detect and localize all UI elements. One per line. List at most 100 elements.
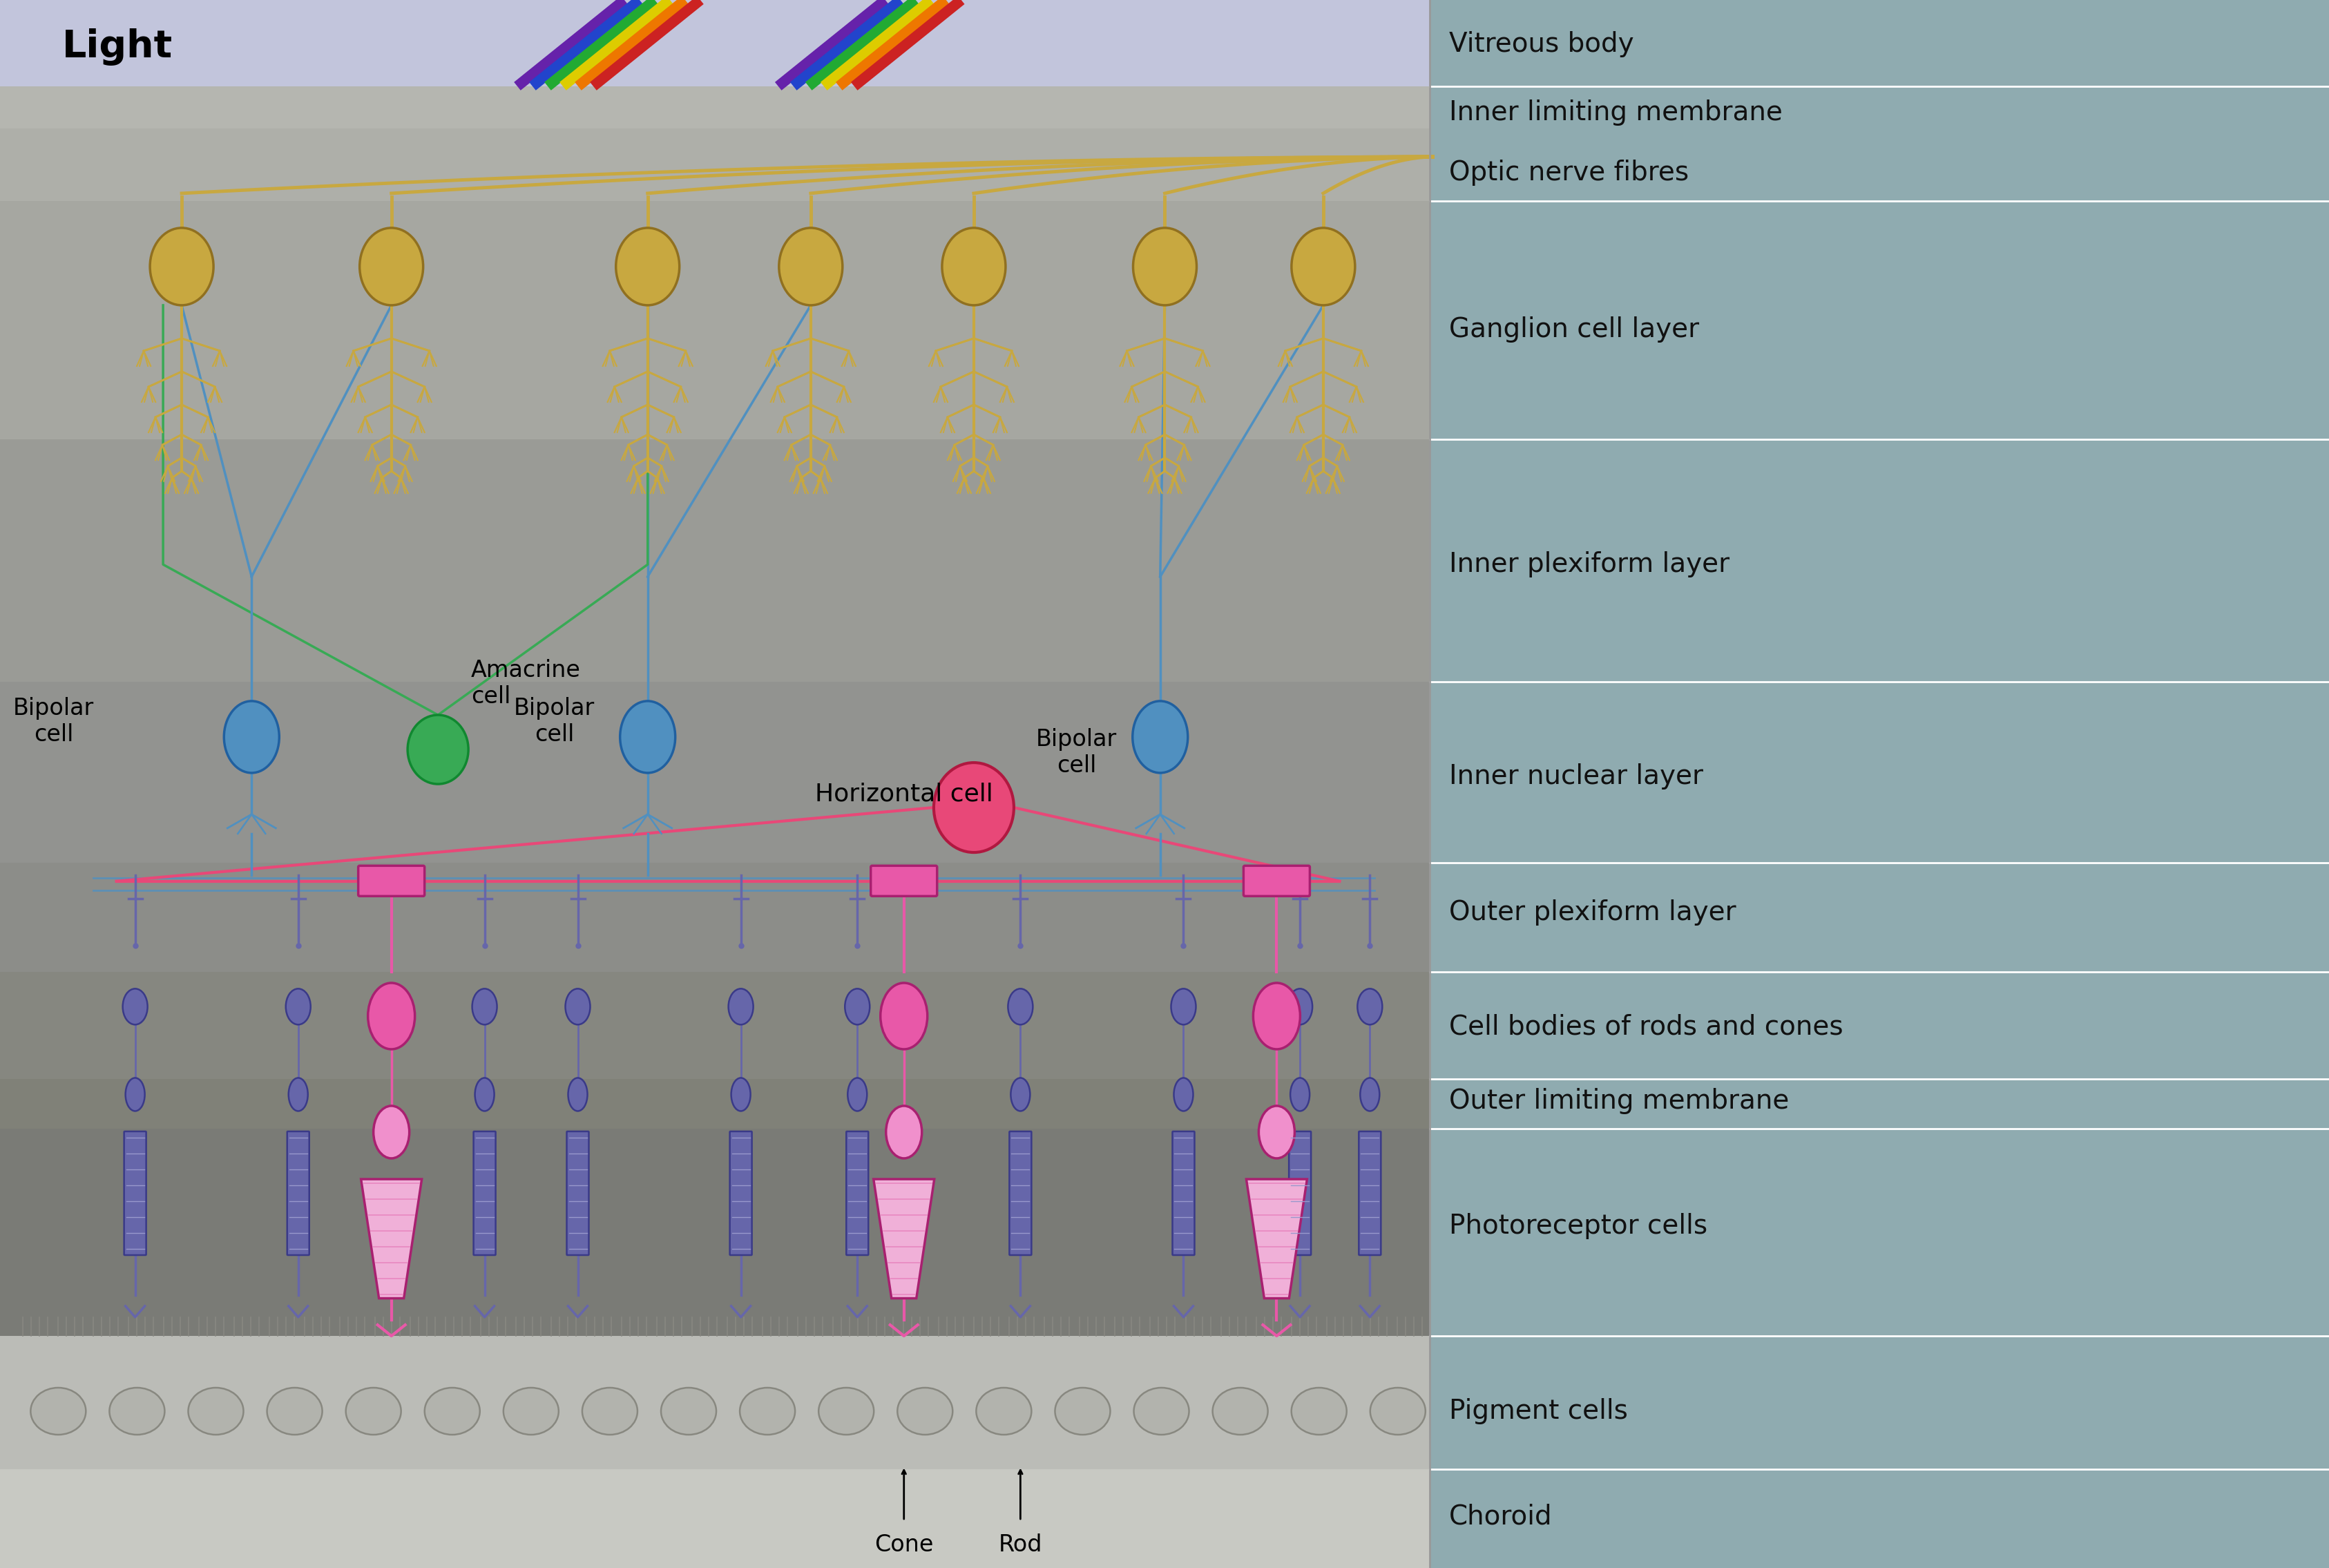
Ellipse shape: [149, 227, 214, 306]
Ellipse shape: [289, 1077, 307, 1112]
Text: Light: Light: [63, 28, 172, 66]
Ellipse shape: [424, 1388, 480, 1435]
Bar: [0, 1129, 1430, 1336]
Ellipse shape: [475, 1077, 494, 1112]
Bar: [0, 0, 1430, 86]
FancyBboxPatch shape: [1171, 1132, 1195, 1254]
Bar: [0, 439, 1430, 682]
Ellipse shape: [1360, 1077, 1379, 1112]
Text: Inner nuclear layer: Inner nuclear layer: [1449, 764, 1702, 789]
Text: Horizontal cell: Horizontal cell: [815, 782, 992, 806]
Bar: [0, 1469, 1430, 1568]
Ellipse shape: [224, 701, 279, 773]
FancyBboxPatch shape: [1288, 1132, 1311, 1254]
Ellipse shape: [582, 1388, 638, 1435]
FancyBboxPatch shape: [1244, 866, 1309, 897]
FancyBboxPatch shape: [359, 866, 424, 897]
Bar: [0, 862, 1430, 972]
Ellipse shape: [1288, 989, 1311, 1024]
FancyBboxPatch shape: [123, 1132, 147, 1254]
Ellipse shape: [503, 1388, 559, 1435]
Text: Ganglion cell layer: Ganglion cell layer: [1449, 317, 1698, 342]
Bar: [0, 1336, 1430, 1469]
Ellipse shape: [1369, 1388, 1425, 1435]
Ellipse shape: [1174, 1077, 1192, 1112]
Ellipse shape: [189, 1388, 245, 1435]
Ellipse shape: [286, 989, 310, 1024]
Bar: [0, 129, 1430, 201]
Ellipse shape: [1258, 1105, 1295, 1159]
Text: Inner limiting membrane: Inner limiting membrane: [1449, 100, 1782, 125]
Text: Inner plexiform layer: Inner plexiform layer: [1449, 552, 1728, 577]
Text: Rod: Rod: [999, 1534, 1041, 1557]
Ellipse shape: [1211, 1388, 1267, 1435]
Ellipse shape: [1358, 989, 1381, 1024]
FancyBboxPatch shape: [1008, 1132, 1032, 1254]
Polygon shape: [873, 1179, 934, 1298]
Ellipse shape: [885, 1105, 922, 1159]
Text: Outer limiting membrane: Outer limiting membrane: [1449, 1088, 1789, 1113]
Polygon shape: [1246, 1179, 1307, 1298]
FancyBboxPatch shape: [473, 1132, 496, 1254]
Ellipse shape: [729, 989, 752, 1024]
Ellipse shape: [359, 227, 424, 306]
Ellipse shape: [345, 1388, 401, 1435]
Ellipse shape: [941, 227, 1006, 306]
Text: Vitreous body: Vitreous body: [1449, 31, 1633, 56]
Ellipse shape: [1132, 701, 1188, 773]
Bar: [0, 972, 1430, 1079]
Ellipse shape: [30, 1388, 86, 1435]
Bar: [1430, 0, 2329, 1568]
Ellipse shape: [1008, 989, 1032, 1024]
Ellipse shape: [568, 1077, 587, 1112]
Ellipse shape: [1290, 227, 1355, 306]
Bar: [0, 86, 1430, 129]
Ellipse shape: [778, 227, 843, 306]
Ellipse shape: [976, 1388, 1032, 1435]
Ellipse shape: [1055, 1388, 1111, 1435]
Ellipse shape: [848, 1077, 866, 1112]
Ellipse shape: [1253, 983, 1300, 1049]
Text: Pigment cells: Pigment cells: [1449, 1399, 1628, 1424]
FancyBboxPatch shape: [729, 1132, 752, 1254]
Text: Amacrine
cell: Amacrine cell: [470, 659, 580, 709]
Ellipse shape: [268, 1388, 321, 1435]
Ellipse shape: [566, 989, 589, 1024]
Ellipse shape: [126, 1077, 144, 1112]
Text: Cone: Cone: [873, 1534, 934, 1557]
Text: Optic nerve fibres: Optic nerve fibres: [1449, 160, 1689, 185]
Ellipse shape: [1132, 227, 1197, 306]
FancyBboxPatch shape: [1358, 1132, 1381, 1254]
FancyBboxPatch shape: [871, 866, 936, 897]
Ellipse shape: [1290, 1077, 1309, 1112]
Bar: [0, 682, 1430, 862]
Text: Choroid: Choroid: [1449, 1504, 1551, 1529]
FancyBboxPatch shape: [286, 1132, 310, 1254]
Bar: [0, 1079, 1430, 1129]
Ellipse shape: [880, 983, 927, 1049]
Ellipse shape: [934, 762, 1013, 853]
Bar: [0, 201, 1430, 439]
FancyBboxPatch shape: [845, 1132, 869, 1254]
Text: Cell bodies of rods and cones: Cell bodies of rods and cones: [1449, 1014, 1842, 1040]
Ellipse shape: [741, 1388, 794, 1435]
Ellipse shape: [408, 715, 468, 784]
Ellipse shape: [1171, 989, 1195, 1024]
Ellipse shape: [731, 1077, 750, 1112]
Text: Bipolar
cell: Bipolar cell: [1036, 728, 1116, 778]
Polygon shape: [361, 1179, 422, 1298]
Ellipse shape: [368, 983, 415, 1049]
Ellipse shape: [615, 227, 680, 306]
Ellipse shape: [473, 989, 496, 1024]
Ellipse shape: [1290, 1388, 1346, 1435]
Text: Bipolar
cell: Bipolar cell: [14, 696, 93, 746]
Ellipse shape: [123, 989, 147, 1024]
Ellipse shape: [817, 1388, 873, 1435]
Ellipse shape: [1134, 1388, 1188, 1435]
Ellipse shape: [620, 701, 675, 773]
Text: Bipolar
cell: Bipolar cell: [515, 696, 594, 746]
Ellipse shape: [1011, 1077, 1029, 1112]
Ellipse shape: [897, 1388, 953, 1435]
Ellipse shape: [661, 1388, 715, 1435]
Text: Outer plexiform layer: Outer plexiform layer: [1449, 900, 1735, 925]
